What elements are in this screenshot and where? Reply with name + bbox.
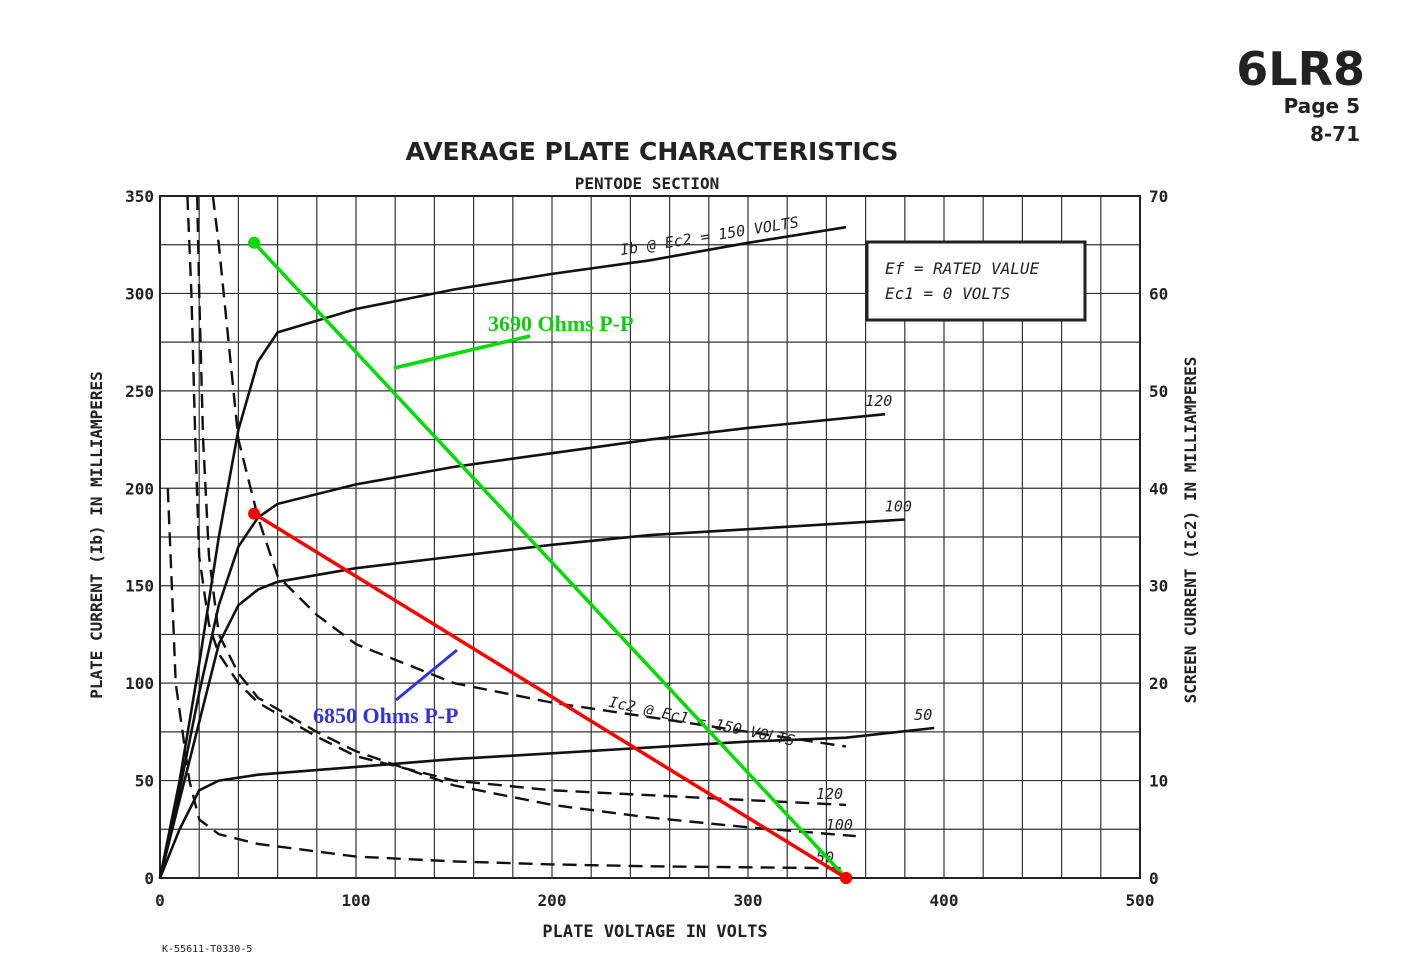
screen-curve-label: 100 [826, 816, 853, 834]
y2-tick-label: 30 [1149, 577, 1168, 596]
plot-frame [159, 195, 1141, 879]
screen-curve-ic2-ec1-150-volts [211, 195, 847, 748]
plate-curve-label: Ib @ Ec2 = 150 VOLTS [619, 213, 800, 259]
y2-axis-title: SCREEN CURRENT (Ic2) IN MILLIAMPERES [1181, 357, 1200, 704]
screen-curve-label: 120 [816, 785, 843, 803]
x-tick-label: 0 [155, 891, 165, 910]
revision-date: 8-71 [1310, 122, 1360, 146]
plate-curve-label: 50 [914, 706, 932, 724]
load-line-6850 [253, 512, 847, 880]
chart-title: AVERAGE PLATE CHARACTERISTICS [406, 137, 899, 166]
y-tick-label: 0 [144, 869, 154, 888]
chart-subtitle: PENTODE SECTION [575, 174, 720, 193]
axes: 0 100 200 300 400 500 0 50 100 150 200 250 300 350 0 10… [125, 187, 1168, 910]
x-tick-label: 400 [930, 891, 959, 910]
y-tick-label: 100 [125, 674, 154, 693]
y2-tick-label: 60 [1149, 284, 1168, 303]
x-tick-label: 100 [342, 891, 371, 910]
plate-curve-label: 100 [885, 497, 912, 515]
load-line-point [840, 872, 852, 884]
drawing-number: K-55611-T0330-5 [162, 944, 252, 955]
y2-tick-label: 50 [1149, 382, 1168, 401]
plate-curve-50 [158, 726, 935, 879]
plate-curve-100 [158, 518, 905, 879]
load-line-point [248, 236, 261, 249]
load-line-pointer [395, 648, 458, 702]
y2-tick-label: 10 [1149, 772, 1168, 791]
x-tick-label: 200 [538, 891, 567, 910]
y2-tick-label: 40 [1149, 479, 1168, 498]
y-tick-label: 300 [125, 284, 154, 303]
y2-tick-label: 70 [1149, 187, 1168, 206]
screen-curve-100 [196, 195, 856, 838]
y2-tick-label: 20 [1149, 674, 1168, 693]
plate-curve-120 [158, 412, 886, 879]
y-tick-label: 200 [125, 479, 154, 498]
plate-curve-label: 120 [865, 392, 892, 410]
load-line-3690 [252, 241, 848, 880]
condition-ec1: Ec1 = 0 VOLTS [885, 284, 1010, 303]
page-number: Page 5 [1284, 94, 1360, 118]
y-axis-title: PLATE CURRENT (Ib) IN MILLIAMPERES [87, 371, 106, 699]
x-tick-label: 500 [1126, 891, 1155, 910]
load-line-point [248, 507, 261, 520]
screen-curve-50 [166, 488, 847, 870]
conditions-box: Ef = RATED VALUE Ec1 = 0 VOLTS [865, 240, 1087, 322]
plate-curve-ib-ec2-150-volts [158, 225, 847, 879]
x-axis-title: PLATE VOLTAGE IN VOLTS [542, 922, 767, 942]
tube-type: 6LR8 [1236, 42, 1365, 96]
load-line-label-3690: 3690 Ohms P-P [488, 311, 633, 336]
y-tick-label: 250 [125, 382, 154, 401]
condition-ef: Ef = RATED VALUE [885, 259, 1039, 278]
load-line-label-6850: 6850 Ohms P-P [313, 703, 458, 728]
y-tick-label: 150 [125, 577, 154, 596]
load-line-pointer [393, 334, 531, 370]
y2-tick-label: 0 [1149, 869, 1159, 888]
y-tick-label: 350 [125, 187, 154, 206]
y-tick-label: 50 [135, 772, 154, 791]
x-tick-label: 300 [734, 891, 763, 910]
